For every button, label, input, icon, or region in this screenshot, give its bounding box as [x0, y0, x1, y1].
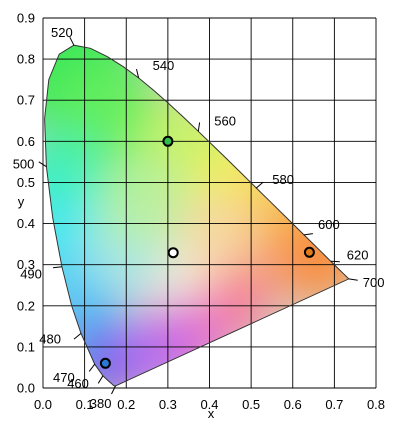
chromaticity-points — [99, 135, 315, 369]
wavelength-label-460: 460 — [67, 376, 89, 391]
y-tick-label-0.8: 0.8 — [17, 52, 35, 67]
wavelength-tick-580 — [255, 181, 264, 189]
y-tick-label-0.4: 0.4 — [17, 216, 35, 231]
wavelength-label-560: 560 — [214, 113, 236, 128]
wavelength-tick-700 — [348, 278, 358, 281]
wavelength-tick-520 — [69, 36, 75, 46]
wavelength-tick-380 — [111, 385, 116, 395]
wavelength-label-700: 700 — [363, 275, 385, 290]
x-tick-label-0.0: 0.0 — [34, 397, 52, 412]
wavelength-tick-540 — [136, 68, 140, 79]
y-tick-label-0.0: 0.0 — [17, 381, 35, 396]
grid — [42, 17, 377, 389]
x-tick-label-0.5: 0.5 — [242, 397, 260, 412]
wavelength-tick-470 — [88, 363, 96, 372]
wavelength-label-620: 620 — [347, 247, 369, 262]
wavelength-label-380: 380 — [90, 396, 112, 411]
x-axis-title: x — [208, 406, 215, 421]
chromaticity-point-0 — [303, 246, 315, 258]
x-tick-label-0.1: 0.1 — [76, 397, 94, 412]
wavelength-label-480: 480 — [39, 331, 61, 346]
axis-tick-labels: 0.0 0.1 0.2 0.3 0.4 0.5 0.6 0.7 0.8 0.0 0.1 0.2 0.3 0… — [17, 11, 385, 413]
wavelength-tick-480 — [73, 333, 82, 340]
x-tick-label-0.6: 0.6 — [284, 397, 302, 412]
wavelength-tick-600 — [303, 233, 313, 236]
gamut-color-blob-17 — [97, 158, 188, 248]
chromaticity-point-2 — [99, 357, 111, 369]
x-tick-label-0.2: 0.2 — [117, 397, 135, 412]
chromaticity-point-1 — [162, 135, 174, 147]
y-tick-label-0.6: 0.6 — [17, 134, 35, 149]
x-tick-label-0.7: 0.7 — [325, 397, 343, 412]
x-tick-label-0.3: 0.3 — [159, 397, 177, 412]
wavelength-label-540: 540 — [153, 58, 175, 73]
wavelength-tick-460 — [97, 375, 104, 384]
y-tick-label-0.7: 0.7 — [17, 93, 35, 108]
chromaticity-point-3 — [167, 247, 179, 259]
y-axis-title: y — [18, 194, 25, 209]
wavelength-label-470: 470 — [53, 370, 75, 385]
y-tick-label-0.2: 0.2 — [17, 298, 35, 313]
wavelength-label-600: 600 — [318, 217, 340, 232]
wavelength-tick-620 — [330, 260, 340, 263]
wavelength-label-520: 520 — [51, 25, 73, 40]
wavelength-label-500: 500 — [13, 157, 35, 172]
wavelength-tick-490 — [52, 266, 62, 269]
gamut-color-blob-14 — [112, 320, 183, 386]
x-tick-label-0.4: 0.4 — [200, 397, 218, 412]
y-tick-label-0.1: 0.1 — [17, 339, 35, 354]
x-tick-label-0.8: 0.8 — [367, 397, 385, 412]
wavelength-label-490: 490 — [20, 267, 42, 282]
wavelength-label-580: 580 — [272, 172, 294, 187]
y-tick-label-0.5: 0.5 — [17, 175, 35, 190]
wavelength-tick-560 — [197, 122, 201, 132]
y-tick-label-0.3: 0.3 — [17, 257, 35, 272]
gamut-color-blob-18 — [177, 191, 258, 272]
wavelength-tick-500 — [38, 161, 47, 168]
y-tick-label-0.9: 0.9 — [17, 11, 35, 26]
